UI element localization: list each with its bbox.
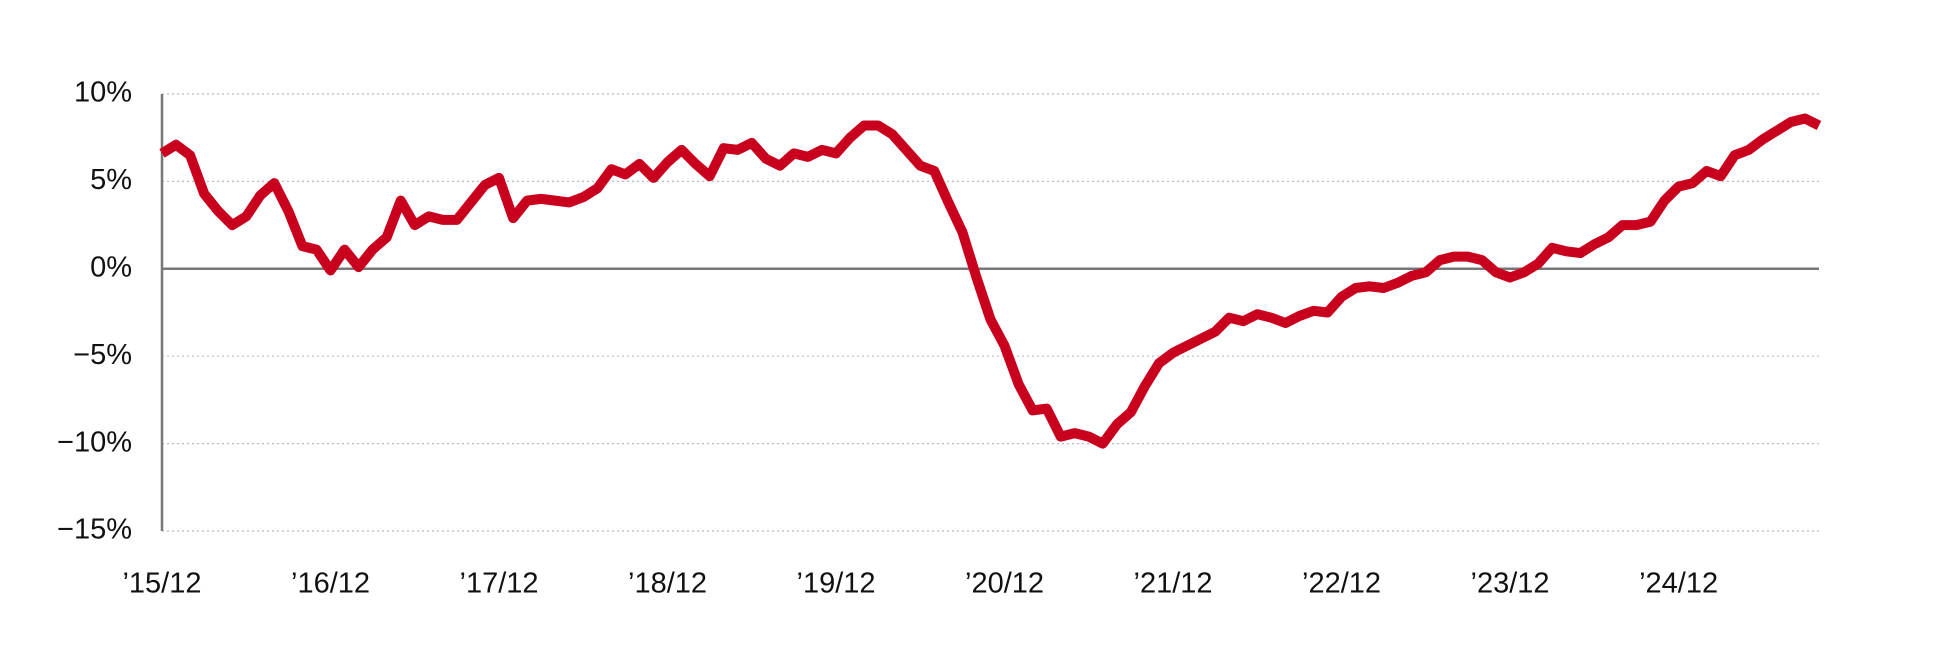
y-tick-label: −10% (57, 426, 132, 458)
x-tick-label: ’21/12 (1134, 568, 1213, 600)
y-tick-label: 5% (90, 164, 132, 196)
x-tick-label: ’24/12 (1639, 568, 1718, 600)
x-tick-label: ’17/12 (460, 568, 539, 600)
y-tick-label: −15% (57, 514, 132, 546)
x-tick-label: ’16/12 (291, 568, 370, 600)
x-tick-label: ’15/12 (122, 568, 201, 600)
y-tick-label: 0% (90, 251, 132, 283)
x-tick-label: ’19/12 (797, 568, 876, 600)
x-tick-label: ’23/12 (1471, 568, 1550, 600)
y-tick-label: 10% (74, 77, 132, 109)
y-tick-label: −5% (73, 339, 132, 371)
data-line (159, 113, 1822, 449)
x-tick-label: ’22/12 (1302, 568, 1381, 600)
x-tick-label: ’20/12 (965, 568, 1044, 600)
x-tick-label: ’18/12 (628, 568, 707, 600)
